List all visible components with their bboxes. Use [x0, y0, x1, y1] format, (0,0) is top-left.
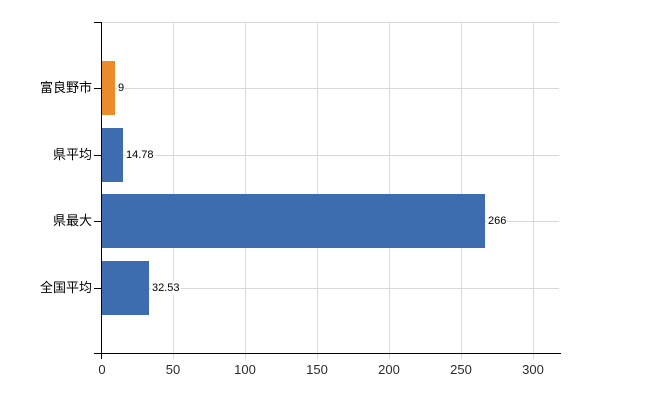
value-label: 14.78 — [125, 148, 155, 162]
bar — [102, 261, 149, 315]
x-tick-label: 150 — [306, 362, 328, 377]
y-axis-tick — [94, 221, 101, 222]
x-tick-label: 200 — [378, 362, 400, 377]
y-axis — [101, 22, 102, 359]
plot-top-border — [101, 22, 559, 23]
x-axis — [94, 353, 561, 354]
category-label: 県最大 — [52, 213, 92, 228]
y-axis-tick — [94, 155, 101, 156]
category-label: 富良野市 — [39, 80, 92, 95]
y-axis-top-tick — [94, 22, 101, 23]
x-tick-label: 0 — [98, 362, 106, 377]
y-axis-tick — [94, 88, 101, 89]
value-label: 9 — [117, 81, 126, 95]
bar — [102, 61, 115, 115]
category-label: 県平均 — [52, 147, 92, 162]
x-tick-label: 100 — [234, 362, 256, 377]
category-label: 全国平均 — [39, 280, 92, 295]
v-gridline — [389, 22, 390, 359]
x-tick-label: 300 — [522, 362, 544, 377]
h-gridline — [101, 288, 559, 289]
h-gridline — [101, 88, 559, 89]
bar — [102, 194, 485, 248]
v-gridline — [173, 22, 174, 359]
v-gridline — [461, 22, 462, 359]
bar — [102, 128, 123, 182]
value-label: 266 — [487, 214, 508, 228]
y-axis-tick — [94, 288, 101, 289]
h-gridline — [101, 155, 559, 156]
v-gridline — [317, 22, 318, 359]
v-gridline — [245, 22, 246, 359]
x-tick-label: 250 — [450, 362, 472, 377]
v-gridline — [533, 22, 534, 359]
value-label: 32.53 — [151, 281, 181, 295]
x-tick-label: 50 — [165, 362, 181, 377]
